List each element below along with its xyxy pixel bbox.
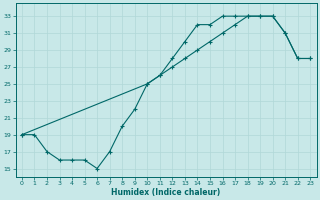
X-axis label: Humidex (Indice chaleur): Humidex (Indice chaleur) (111, 188, 221, 197)
